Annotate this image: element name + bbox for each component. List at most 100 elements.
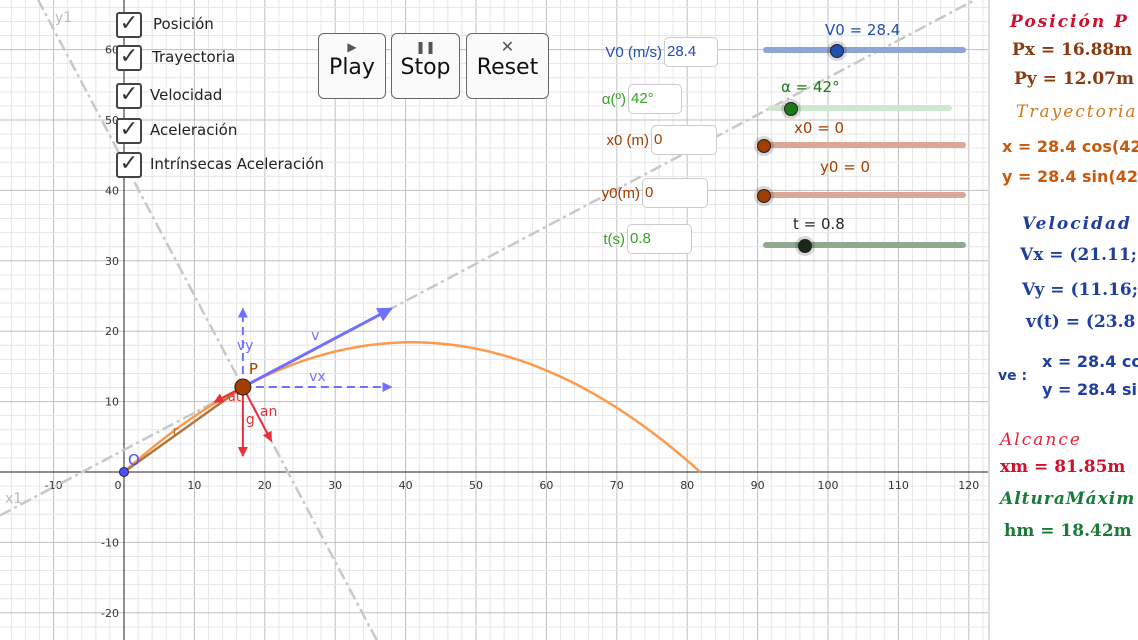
v0-input-label: V0 (m/s) [605, 44, 662, 61]
vx-value: Vx = (21.11; 0 [1020, 245, 1138, 265]
slider-alpha-knob[interactable] [784, 102, 799, 116]
velocity-vector [242, 307, 393, 389]
max-height-value: hm = 18.42m [1004, 521, 1132, 541]
r-label: r [172, 424, 178, 440]
slider-alpha-label: α = 42° [781, 78, 840, 96]
x-tick-label: 90 [751, 479, 765, 492]
checkbox-label: Velocidad [150, 86, 223, 104]
checkbox-0[interactable]: ✓ [116, 12, 142, 38]
y-tick-label: 20 [105, 325, 119, 338]
y-tick-label: 50 [105, 114, 119, 127]
checkbox-label: Trayectoria [152, 48, 236, 66]
slider-v0-track[interactable] [763, 47, 966, 53]
vt-value: v(t) = (23.8 [1026, 312, 1136, 332]
origin-point [119, 467, 129, 477]
slider-v0-knob[interactable] [830, 44, 845, 58]
y-tick-label: 10 [105, 396, 119, 409]
trajectory-curve [123, 341, 702, 473]
stop-label: Stop [400, 55, 451, 80]
position-title: Posición P [1010, 12, 1129, 32]
play-icon: ▶ [347, 40, 357, 54]
x-tick-label: 50 [469, 479, 483, 492]
tangent-line-label: y1 [55, 10, 72, 26]
y-tick-label: 60 [105, 44, 119, 57]
y0-input-label: y0(m) [601, 185, 640, 202]
vy-value: Vy = (11.16; [1022, 280, 1138, 300]
slider-v0-label: V0 = 28.4 [825, 21, 901, 39]
trajectory-x: x = 28.4 cos(42 [1002, 137, 1138, 156]
play-label: Play [329, 55, 375, 80]
y-tick-label: -10 [101, 536, 119, 549]
y-tick-label: 30 [105, 255, 119, 268]
x0-input[interactable]: 0 [651, 125, 717, 155]
alpha-input-label: α(º) [601, 91, 626, 108]
x-tick-label: 0 [115, 479, 122, 492]
max-height-title: AlturaMáxim [1000, 489, 1136, 509]
x-tick-label: 60 [539, 479, 553, 492]
slider-x0-label: x0 = 0 [794, 119, 845, 137]
x-tick-label: 10 [187, 479, 201, 492]
reset-button[interactable]: ✕ Reset [466, 33, 549, 99]
slider-y0-knob[interactable] [757, 189, 771, 203]
origin-label: O [128, 451, 140, 469]
checkbox-label: Aceleración [150, 121, 238, 139]
checkbox-3[interactable]: ✓ [116, 118, 142, 144]
x-tick-label: 80 [680, 479, 694, 492]
vx-label: vx [309, 369, 326, 385]
t-input-label: t(s) [603, 231, 625, 248]
slider-t-knob[interactable] [797, 239, 812, 253]
pause-icon: ❚❚ [415, 40, 436, 54]
slider-y0-track[interactable] [763, 192, 966, 198]
range-value: xm = 81.85m [1000, 457, 1126, 477]
checkbox-label: Intrínsecas Aceleración [150, 155, 325, 173]
x-tick-label: 120 [958, 479, 979, 492]
slider-alpha-track[interactable] [768, 105, 952, 111]
checkbox-4[interactable]: ✓ [116, 152, 142, 178]
alpha-input[interactable]: 42° [628, 84, 682, 114]
trajectory-y: y = 28.4 sin(42 [1002, 167, 1138, 186]
y-tick-label: -20 [101, 607, 119, 620]
algebra-text-panel: Posición P Px = 16.88m Py = 12.07m Traye… [988, 0, 1138, 640]
ve-x: x = 28.4 co [1042, 352, 1138, 371]
point-p-label: P [249, 360, 258, 378]
x-tick-label: 30 [328, 479, 342, 492]
normal-accel-vector [241, 386, 273, 442]
v-label: v [311, 328, 319, 344]
y0-input[interactable]: 0 [642, 178, 708, 208]
x-tick-label: 40 [399, 479, 413, 492]
x-tick-label: 70 [610, 479, 624, 492]
slider-x0-track[interactable] [763, 142, 966, 148]
range-title: Alcance [1000, 430, 1082, 450]
normal-line-label: x1 [5, 491, 22, 507]
v0-input[interactable]: 28.4 [664, 37, 718, 67]
x-tick-label: 100 [818, 479, 839, 492]
an-label: an [260, 404, 277, 420]
stop-button[interactable]: ❚❚ Stop [391, 33, 460, 99]
at-label: at [228, 390, 241, 405]
play-button[interactable]: ▶ Play [318, 33, 386, 99]
reset-label: Reset [476, 55, 539, 80]
slider-t-label: t = 0.8 [793, 215, 845, 233]
graphics-view[interactable]: -10 0 10 20 30 40 50 60 70 80 90 100 110 120-20-10102… [0, 0, 988, 640]
ve-y: y = 28.4 si [1042, 380, 1138, 399]
ve-label: ve : [998, 368, 1028, 384]
velocity-title: Velocidad [1022, 214, 1132, 234]
slider-x0-knob[interactable] [757, 139, 771, 153]
point-p [234, 378, 252, 396]
py-value: Py = 12.07m [1014, 69, 1134, 89]
checkbox-1[interactable]: ✓ [116, 45, 142, 71]
x-tick-label: 20 [258, 479, 272, 492]
x-tick-label: 110 [888, 479, 909, 492]
close-icon: ✕ [500, 37, 515, 56]
px-value: Px = 16.88m [1012, 40, 1133, 60]
y-tick-label: 40 [105, 184, 119, 197]
t-input[interactable]: 0.8 [627, 224, 692, 254]
checkbox-2[interactable]: ✓ [116, 83, 142, 109]
g-label: g [246, 412, 255, 428]
normal-line [37, 0, 378, 640]
trajectory-title: Trayectoria [1016, 102, 1138, 122]
slider-t-track[interactable] [763, 242, 966, 248]
x0-input-label: x0 (m) [606, 132, 650, 149]
vy-label: vy [237, 338, 254, 354]
slider-y0-label: y0 = 0 [820, 158, 871, 176]
